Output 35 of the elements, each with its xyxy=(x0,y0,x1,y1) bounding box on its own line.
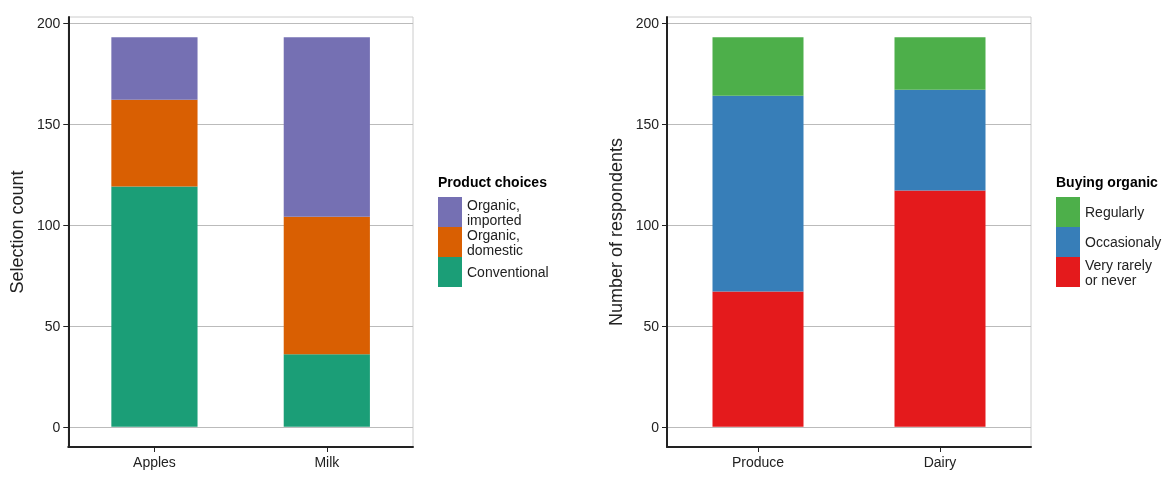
y-tick-label: 100 xyxy=(635,216,660,233)
bar xyxy=(894,89,986,191)
legend-label: Regularly xyxy=(1085,204,1145,220)
legend-label: Organic, imported xyxy=(467,196,524,228)
legend-title: Product choices xyxy=(438,174,548,190)
bar xyxy=(283,354,370,427)
bar xyxy=(894,190,986,427)
bar xyxy=(283,37,370,217)
bar xyxy=(283,216,370,355)
y-tick-label: 50 xyxy=(643,317,660,334)
bar xyxy=(111,186,198,427)
legend-label: Very rarely or never xyxy=(1085,256,1156,288)
x-tick-label: Produce xyxy=(731,454,785,470)
y-tick-label: 0 xyxy=(52,418,61,435)
y-tick-label: 150 xyxy=(635,116,660,132)
bar xyxy=(712,291,804,427)
y-axis-title: Number of respondents xyxy=(605,137,626,327)
y-tick-label: 0 xyxy=(651,418,660,435)
y-axis-title: Selection count xyxy=(7,170,27,294)
y-tick-label: 200 xyxy=(36,15,61,32)
bar xyxy=(111,99,198,187)
bar xyxy=(712,95,804,292)
x-tick-label: Apples xyxy=(133,454,176,470)
bar xyxy=(111,37,198,100)
legend-title: Buying organic xyxy=(1056,174,1159,190)
x-tick-label: Dairy xyxy=(923,454,957,470)
y-tick-label: 200 xyxy=(635,15,660,32)
bar xyxy=(712,37,804,96)
y-tick-label: 50 xyxy=(44,317,61,334)
x-tick-label: Milk xyxy=(314,454,341,470)
y-tick-label: 100 xyxy=(36,216,61,233)
bar xyxy=(894,37,986,90)
y-tick-label: 150 xyxy=(36,116,61,132)
legend-label: Conventional xyxy=(467,264,549,280)
legend-label: Occasionaly xyxy=(1085,234,1162,250)
